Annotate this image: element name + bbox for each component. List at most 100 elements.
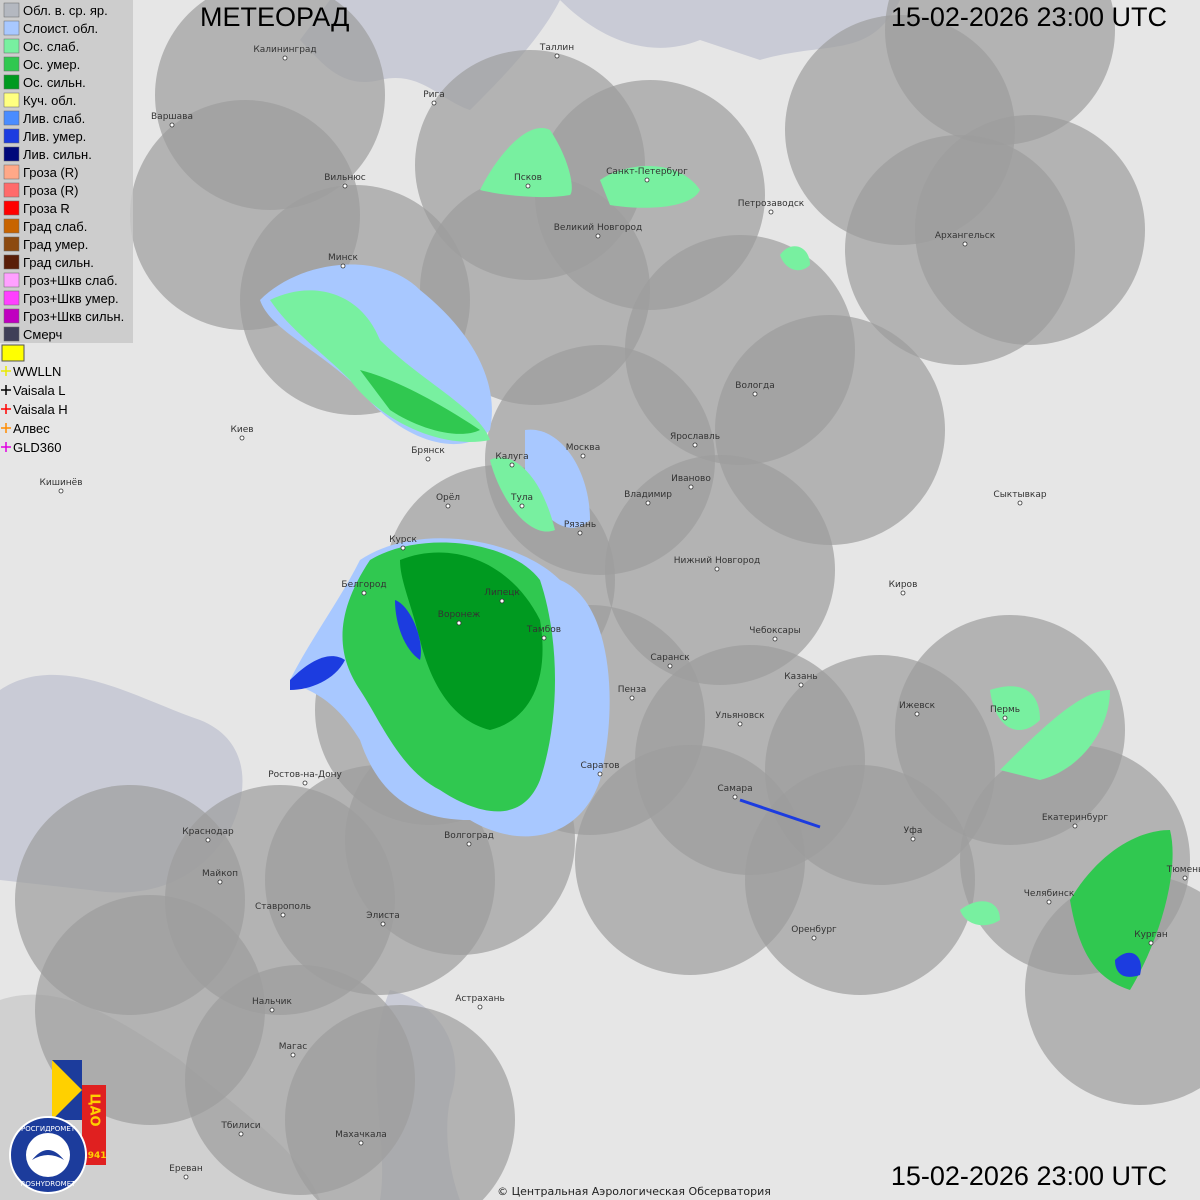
precipitation: [260, 128, 1173, 990]
logo-year: 1941: [81, 1151, 106, 1161]
city-label: Липецк: [484, 588, 520, 598]
legend-label: Ос. сильн.: [23, 75, 86, 90]
city-dot: [431, 100, 437, 106]
city-label: Челябинск: [1024, 889, 1075, 899]
datetime-bottom: 15-02-2026 23:00 UTC: [891, 1161, 1167, 1191]
radar-circle: [915, 115, 1145, 345]
precip-area: [1000, 690, 1110, 780]
precip-area: [490, 457, 555, 532]
city-label: Махачкала: [335, 1130, 387, 1140]
precip-area: [780, 246, 810, 271]
city-dot: [205, 837, 211, 843]
city-dot: [302, 780, 308, 786]
city-dot: [1182, 875, 1188, 881]
city-label: Тамбов: [526, 625, 561, 635]
city-label: Архангельск: [935, 231, 996, 241]
logo-abbr: ЦАО: [87, 1093, 102, 1126]
precip-area: [1115, 952, 1141, 977]
precip-area: [360, 370, 480, 434]
lightning-legend: WWLLN Vaisala L Vaisala H Алвес GLD360: [1, 364, 68, 455]
precip-area: [400, 552, 543, 730]
city-dot: [914, 711, 920, 717]
legend-swatch: [3, 254, 20, 270]
datetime-top: 15-02-2026 23:00 UTC: [891, 2, 1167, 32]
city-dot: [425, 456, 431, 462]
city-label: Брянск: [411, 446, 445, 456]
city-label: Воронеж: [438, 610, 480, 620]
city-label: Минск: [328, 253, 358, 263]
lightning-symbol: [1, 423, 11, 433]
city-label: Рязань: [564, 520, 596, 530]
city-label: Сыктывкар: [993, 490, 1046, 500]
city-label: Петрозаводск: [738, 199, 805, 209]
city-dot: [456, 620, 462, 626]
city-label: Оренбург: [791, 925, 837, 935]
city-dot: [595, 233, 601, 239]
legend-swatch: [3, 146, 20, 162]
radar-circle: [605, 455, 835, 685]
city-dot: [1148, 940, 1154, 946]
legend-swatch: [3, 326, 20, 342]
city-dot: [519, 503, 525, 509]
legend-label: Смерч: [23, 327, 62, 342]
lightning-label: Алвес: [13, 421, 50, 436]
lightning-label: Vaisala L: [13, 383, 66, 398]
city-label: Самара: [717, 784, 752, 794]
cities: Калининград Таллин Рига Варшава Вильнюс Псков…: [39, 43, 1200, 1180]
city-dot: [477, 1004, 483, 1010]
radar-circle: [745, 765, 975, 995]
city-dot: [772, 636, 778, 642]
city-label: Ереван: [169, 1164, 203, 1174]
radar-circle: [285, 1005, 515, 1200]
city-label: Кишинёв: [39, 478, 82, 488]
lightning-symbol: [1, 366, 11, 376]
title: МЕТЕОРАД: [200, 2, 349, 32]
city-dot: [380, 921, 386, 927]
city-dot: [577, 530, 583, 536]
city-label: Екатеринбург: [1042, 813, 1108, 823]
city-label: Москва: [566, 443, 600, 453]
city-dot: [644, 177, 650, 183]
logo-org: РОСГИДРОМЕТ: [21, 1125, 76, 1133]
city-label: Ярославль: [670, 432, 720, 442]
precip-area: [600, 166, 700, 208]
legend-label: Град сильн.: [23, 255, 94, 270]
precip-area: [480, 128, 572, 198]
precip-area: [960, 901, 1000, 926]
logo-wave: [32, 1150, 64, 1160]
city-label: Иваново: [671, 474, 711, 484]
city-label: Таллин: [539, 43, 574, 53]
city-dot: [629, 695, 635, 701]
city-dot: [342, 183, 348, 189]
city-label: Санкт-Петербург: [606, 167, 688, 177]
legend-panel: [0, 0, 133, 343]
city-dot: [1072, 823, 1078, 829]
legend-label: Лив. сильн.: [23, 147, 92, 162]
legend-swatch: [3, 20, 20, 36]
city-dot: [509, 462, 515, 468]
city-label: Чебоксары: [749, 626, 800, 636]
copyright: © Центральная Аэрологическая Обсерватори…: [497, 1185, 771, 1198]
legend-swatch: [3, 74, 20, 90]
precip-streak: [739, 798, 821, 829]
gulf: [560, 0, 900, 60]
city-dot: [732, 794, 738, 800]
legend-label: Град слаб.: [23, 219, 87, 234]
city-dot: [910, 836, 916, 842]
city-label: Саранск: [650, 653, 690, 663]
legend-swatch: [3, 110, 20, 126]
lightning-label: GLD360: [13, 440, 61, 455]
lightning-icon: [1, 344, 25, 362]
lightning-symbol: [1, 404, 11, 414]
legend-label: Гроза (R): [23, 165, 78, 180]
legend-label: Куч. обл.: [23, 93, 76, 108]
city-dot: [900, 590, 906, 596]
city-label: Нальчик: [252, 997, 293, 1007]
city-label: Казань: [784, 672, 817, 682]
city-dot: [290, 1052, 296, 1058]
city-dot: [554, 53, 560, 59]
city-label: Элиста: [366, 911, 400, 921]
city-dot: [580, 453, 586, 459]
